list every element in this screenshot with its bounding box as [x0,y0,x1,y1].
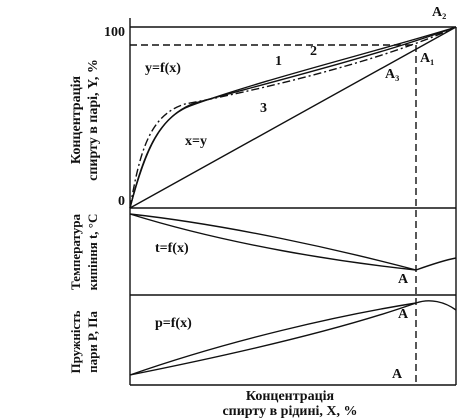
x-label: Концентрація [246,389,335,404]
tick-label: 0 [118,194,125,209]
curve-label: 2 [310,44,317,59]
frames [129,18,457,386]
function-label: p=f(x) [155,316,192,331]
curve-label: 3 [260,101,267,116]
tick-label: 100 [104,25,125,40]
y-label: Температура [68,214,83,290]
x-label: спирту в рідині, X, % [222,404,357,419]
point-label: A₂ [432,5,446,20]
y-label: пари P, Па [85,311,100,373]
curve-label: 1 [275,54,282,69]
y-label: кипіння t, °C [85,214,100,291]
y-label: Пружність [68,310,83,373]
diagonal-label: x=y [185,134,207,149]
equilibrium-curves [129,26,457,209]
function-label: t=f(x) [155,241,189,256]
temperature-curves [129,213,457,271]
y-label: Концентрація [69,75,84,164]
point-label: A [392,367,403,382]
point-label: A [398,307,409,322]
point-label: A [398,272,409,287]
point-label: A₃ [385,67,399,82]
function-label: y=f(x) [145,61,181,76]
y-label: спирту в парі, Y, % [86,59,101,181]
pressure-curves [129,300,457,376]
point-label: A₁ [420,51,434,66]
